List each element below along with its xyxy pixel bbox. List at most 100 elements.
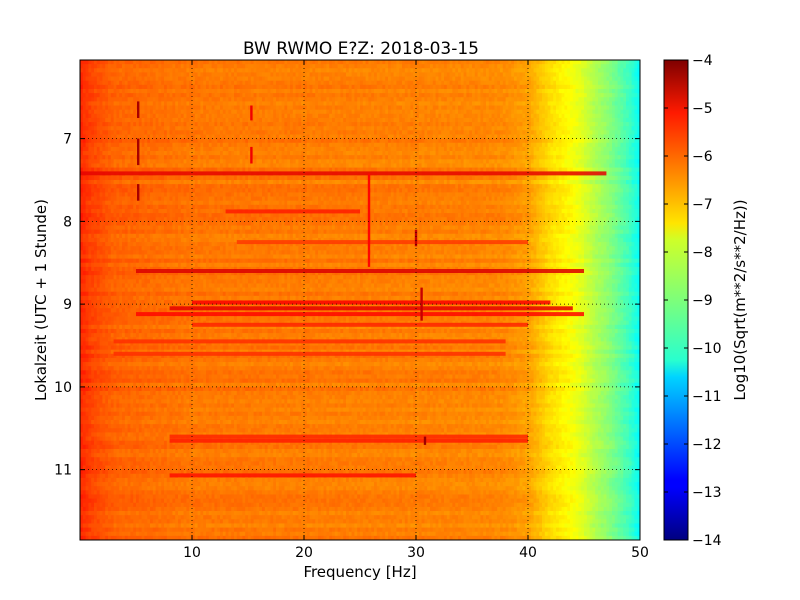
heatmap-cell bbox=[528, 114, 531, 119]
heatmap-cell bbox=[545, 143, 548, 148]
heatmap-cell bbox=[528, 97, 531, 102]
heatmap-cell bbox=[363, 64, 366, 69]
heatmap-cell bbox=[357, 93, 360, 98]
heatmap-cell bbox=[228, 72, 231, 77]
heatmap-cell bbox=[94, 139, 97, 144]
heatmap-cell bbox=[494, 64, 497, 69]
heatmap-cell bbox=[139, 68, 142, 73]
heatmap-cell bbox=[307, 106, 310, 111]
heatmap-cell bbox=[489, 77, 492, 82]
heatmap-cell bbox=[564, 159, 567, 164]
heatmap-cell bbox=[340, 64, 343, 69]
heatmap-cell bbox=[102, 85, 105, 90]
heatmap-cell bbox=[371, 85, 374, 90]
heatmap-cell bbox=[368, 97, 371, 102]
heatmap-cell bbox=[623, 126, 626, 131]
heatmap-cell bbox=[175, 77, 178, 82]
heatmap-cell bbox=[279, 93, 282, 98]
heatmap-cell bbox=[153, 139, 156, 144]
heatmap-cell bbox=[570, 122, 573, 127]
heatmap-cell bbox=[517, 139, 520, 144]
heatmap-cell bbox=[88, 85, 91, 90]
heatmap-cell bbox=[217, 122, 220, 127]
heatmap-cell bbox=[195, 143, 198, 148]
heatmap-cell bbox=[517, 72, 520, 77]
heatmap-cell bbox=[517, 110, 520, 115]
heatmap-cell bbox=[167, 118, 170, 123]
heatmap-cell bbox=[116, 114, 119, 119]
heatmap-cell bbox=[483, 159, 486, 164]
heatmap-cell bbox=[108, 122, 111, 127]
heatmap-cell bbox=[371, 130, 374, 135]
heatmap-cell bbox=[276, 130, 279, 135]
heatmap-cell bbox=[382, 72, 385, 77]
heatmap-cell bbox=[419, 126, 422, 131]
heatmap-cell bbox=[500, 85, 503, 90]
heatmap-cell bbox=[332, 60, 335, 65]
heatmap-cell bbox=[304, 68, 307, 73]
heatmap-cell bbox=[150, 126, 153, 131]
heatmap-cell bbox=[203, 151, 206, 156]
heatmap-cell bbox=[326, 151, 329, 156]
heatmap-cell bbox=[259, 143, 262, 148]
heatmap-cell bbox=[618, 143, 621, 148]
heatmap-cell bbox=[497, 85, 500, 90]
heatmap-cell bbox=[394, 114, 397, 119]
heatmap-cell bbox=[203, 101, 206, 106]
heatmap-cell bbox=[114, 93, 117, 98]
heatmap-cell bbox=[102, 151, 105, 156]
heatmap-cell bbox=[469, 68, 472, 73]
heatmap-cell bbox=[192, 77, 195, 82]
heatmap-cell bbox=[254, 126, 257, 131]
heatmap-cell bbox=[161, 134, 164, 139]
heatmap-cell bbox=[346, 106, 349, 111]
heatmap-cell bbox=[360, 60, 363, 65]
heatmap-cell bbox=[514, 110, 517, 115]
heatmap-cell bbox=[433, 81, 436, 86]
heatmap-cell bbox=[592, 60, 595, 65]
heatmap-cell bbox=[94, 126, 97, 131]
heatmap-cell bbox=[234, 64, 237, 69]
heatmap-cell bbox=[343, 114, 346, 119]
heatmap-cell bbox=[338, 143, 341, 148]
heatmap-cell bbox=[503, 81, 506, 86]
heatmap-cell bbox=[430, 101, 433, 106]
heatmap-cell bbox=[377, 97, 380, 102]
heatmap-cell bbox=[433, 126, 436, 131]
heatmap-cell bbox=[167, 147, 170, 152]
heatmap-cell bbox=[452, 139, 455, 144]
heatmap-cell bbox=[475, 155, 478, 160]
heatmap-cell bbox=[287, 97, 290, 102]
heatmap-cell bbox=[128, 114, 131, 119]
heatmap-cell bbox=[601, 77, 604, 82]
heatmap-cell bbox=[441, 130, 444, 135]
heatmap-cell bbox=[223, 122, 226, 127]
heatmap-cell bbox=[195, 126, 198, 131]
heatmap-cell bbox=[304, 139, 307, 144]
heatmap-cell bbox=[382, 122, 385, 127]
heatmap-cell bbox=[214, 85, 217, 90]
heatmap-cell bbox=[424, 81, 427, 86]
heatmap-cell bbox=[119, 147, 122, 152]
heatmap-cell bbox=[385, 89, 388, 94]
heatmap-cell bbox=[276, 97, 279, 102]
heatmap-cell bbox=[147, 72, 150, 77]
heatmap-cell bbox=[520, 64, 523, 69]
heatmap-cell bbox=[290, 85, 293, 90]
heatmap-cell bbox=[125, 64, 128, 69]
heatmap-cell bbox=[374, 89, 377, 94]
heatmap-cell bbox=[192, 114, 195, 119]
heatmap-cell bbox=[192, 122, 195, 127]
heatmap-cell bbox=[97, 68, 100, 73]
heatmap-cell bbox=[528, 147, 531, 152]
heatmap-cell bbox=[130, 77, 133, 82]
heatmap-cell bbox=[161, 147, 164, 152]
heatmap-cell bbox=[391, 155, 394, 160]
heatmap-cell bbox=[133, 139, 136, 144]
heatmap-cell bbox=[458, 97, 461, 102]
heatmap-cell bbox=[492, 130, 495, 135]
heatmap-cell bbox=[192, 126, 195, 131]
heatmap-cell bbox=[122, 118, 125, 123]
heatmap-cell bbox=[550, 139, 553, 144]
heatmap-cell bbox=[522, 122, 525, 127]
